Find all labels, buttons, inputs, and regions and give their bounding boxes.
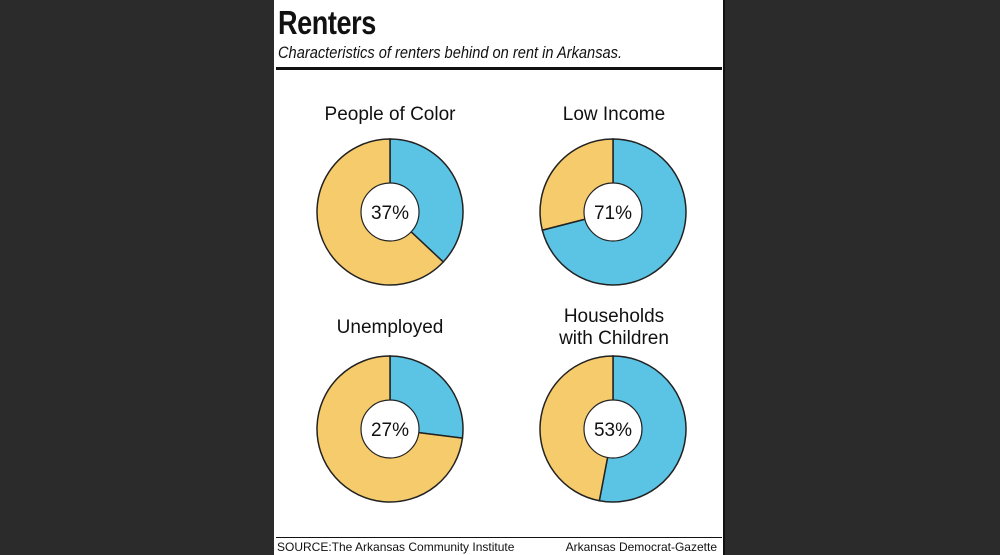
source-note: SOURCE:The Arkansas Community Institute [277,540,515,554]
chart-subtitle: Characteristics of renters behind on ren… [278,43,623,62]
footer-rule [276,537,722,538]
donut-hole-households-with-children [583,399,643,459]
pie-slice-people-of-color-share [389,138,464,264]
donut-chart-low-income: 71% [539,138,687,286]
donut-label-people-of-color: People of Color [324,104,456,125]
donut-hole-unemployed [360,399,420,459]
publisher-credit: Arkansas Democrat-Gazette [565,540,717,554]
chart-title: Renters [278,4,376,41]
pie-slice-households-with-children-share [598,355,687,503]
pie-slice-households-with-children-remainder [539,355,614,502]
donut-chart-households-with-children: 53% [539,355,687,503]
data-label-unemployed: 27% [371,420,409,441]
donut-hole-low-income [583,182,643,242]
graphic-panel: Renters Characteristics of renters behin… [274,0,725,555]
panel-border [723,0,725,555]
donut-chart-people-of-color: 37% [316,138,464,286]
donut-label-unemployed: Unemployed [336,317,444,338]
data-label-people-of-color: 37% [371,203,409,224]
donut-chart-unemployed: 27% [316,355,464,503]
donut-label-low-income: Low Income [562,104,666,125]
donut-hole-people-of-color [360,182,420,242]
header-rule [276,67,722,70]
data-label-low-income: 71% [594,203,632,224]
data-label-households-with-children: 53% [594,420,632,441]
donut-label-households-with-children: Households with Children [559,306,669,349]
